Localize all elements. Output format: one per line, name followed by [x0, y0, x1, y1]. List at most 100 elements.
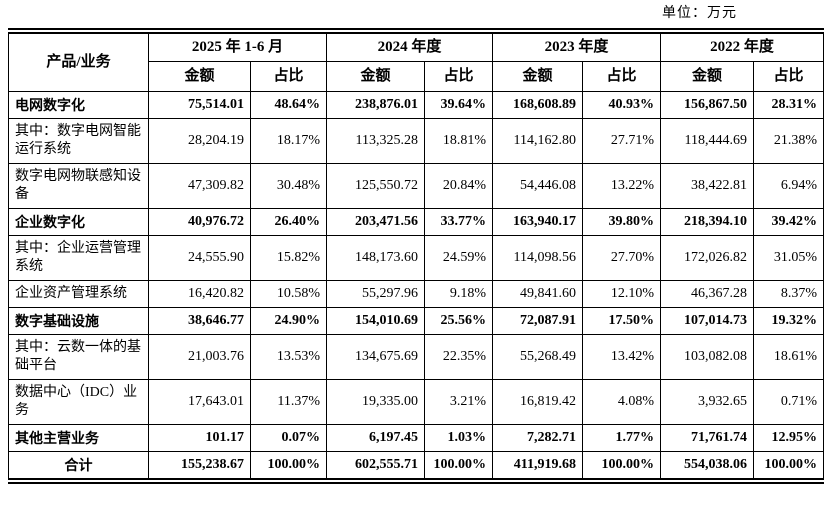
ratio-cell: 18.81%	[423, 117, 494, 164]
row-label: 其中：企业运营管理系统	[8, 234, 149, 281]
ratio-cell: 18.61%	[753, 333, 825, 380]
amount-cell: 55,297.96	[326, 279, 425, 308]
ratio-cell: 13.42%	[582, 333, 662, 380]
amount-header: 金额	[492, 60, 584, 92]
ratio-cell: 12.10%	[582, 279, 662, 308]
ratio-header: 占比	[582, 60, 662, 92]
period-header-2022: 2022 年度	[660, 30, 825, 62]
amount-cell: 49,841.60	[492, 279, 584, 308]
amount-cell: 38,646.77	[148, 306, 251, 335]
row-label: 其他主营业务	[8, 423, 149, 452]
ratio-header: 占比	[423, 60, 494, 92]
table-row: 数字基础设施 38,646.77 24.90% 154,010.69 25.56% 72,…	[8, 306, 825, 335]
ratio-cell: 15.82%	[250, 234, 327, 281]
amount-cell: 163,940.17	[492, 207, 584, 236]
ratio-cell: 48.64%	[250, 90, 327, 119]
ratio-cell: 8.37%	[753, 279, 825, 308]
ratio-cell: 22.35%	[423, 333, 494, 380]
ratio-cell: 19.32%	[753, 306, 825, 335]
amount-cell: 203,471.56	[326, 207, 425, 236]
amount-header: 金额	[660, 60, 755, 92]
ratio-cell: 39.64%	[423, 90, 494, 119]
amount-cell: 101.17	[148, 423, 251, 452]
amount-cell: 172,026.82	[660, 234, 755, 281]
amount-cell: 72,087.91	[492, 306, 584, 335]
table-row: 企业资产管理系统 16,420.82 10.58% 55,297.96 9.18% 49,…	[8, 279, 825, 308]
period-header-2024: 2024 年度	[325, 30, 494, 62]
ratio-cell: 4.08%	[582, 378, 662, 425]
ratio-cell: 13.53%	[250, 333, 327, 380]
ratio-cell: 39.42%	[753, 207, 825, 236]
amount-cell: 16,819.42	[492, 378, 584, 425]
ratio-cell: 24.90%	[250, 306, 327, 335]
ratio-cell: 1.77%	[582, 423, 662, 452]
row-label: 合计	[8, 450, 149, 481]
ratio-cell: 28.31%	[753, 90, 825, 119]
amount-cell: 54,446.08	[492, 162, 584, 209]
ratio-cell: 10.58%	[250, 279, 327, 308]
amount-cell: 554,038.06	[660, 450, 755, 481]
amount-cell: 24,555.90	[148, 234, 251, 281]
table-row: 数据中心（IDC）业务 17,643.01 11.37% 19,335.00 3.21%…	[8, 378, 825, 425]
ratio-cell: 18.17%	[250, 117, 327, 164]
amount-cell: 411,919.68	[492, 450, 584, 481]
ratio-cell: 100.00%	[753, 450, 825, 481]
amount-cell: 19,335.00	[326, 378, 425, 425]
row-label: 其中：数字电网智能运行系统	[8, 117, 149, 164]
ratio-header: 占比	[753, 60, 825, 92]
amount-cell: 134,675.69	[326, 333, 425, 380]
amount-cell: 47,309.82	[148, 162, 251, 209]
amount-cell: 114,162.80	[492, 117, 584, 164]
ratio-cell: 100.00%	[582, 450, 662, 481]
ratio-cell: 31.05%	[753, 234, 825, 281]
amount-cell: 118,444.69	[660, 117, 755, 164]
table-row: 其他主营业务 101.17 0.07% 6,197.45 1.03% 7,282.71 1.…	[8, 423, 825, 452]
ratio-cell: 33.77%	[423, 207, 494, 236]
ratio-cell: 12.95%	[753, 423, 825, 452]
table-row: 其中：数字电网智能运行系统 28,204.19 18.17% 113,325.28 18…	[8, 117, 825, 164]
unit-label: 单位：万元	[662, 6, 737, 21]
period-header-row: 产品/业务 2025 年 1-6 月 2024 年度 2023 年度 2022 …	[8, 30, 825, 92]
ratio-cell: 20.84%	[423, 162, 494, 209]
amount-cell: 154,010.69	[326, 306, 425, 335]
amount-cell: 168,608.89	[492, 90, 584, 119]
ratio-cell: 9.18%	[423, 279, 494, 308]
row-label: 数字电网物联感知设备	[8, 162, 149, 209]
amount-cell: 125,550.72	[326, 162, 425, 209]
amount-cell: 155,238.67	[148, 450, 251, 481]
ratio-cell: 40.93%	[582, 90, 662, 119]
table-row: 电网数字化 75,514.01 48.64% 238,876.01 39.64% 168,…	[8, 90, 825, 119]
amount-cell: 21,003.76	[148, 333, 251, 380]
ratio-cell: 24.59%	[423, 234, 494, 281]
amount-cell: 75,514.01	[148, 90, 251, 119]
row-label: 数字基础设施	[8, 306, 149, 335]
ratio-cell: 39.80%	[582, 207, 662, 236]
row-label: 企业资产管理系统	[8, 279, 149, 308]
amount-cell: 16,420.82	[148, 279, 251, 308]
amount-cell: 3,932.65	[660, 378, 755, 425]
row-label: 数据中心（IDC）业务	[8, 378, 149, 425]
table-header: 产品/业务 2025 年 1-6 月 2024 年度 2023 年度 2022 …	[8, 30, 825, 92]
amount-cell: 156,867.50	[660, 90, 755, 119]
amount-cell: 71,761.74	[660, 423, 755, 452]
revenue-breakdown-table: 产品/业务 2025 年 1-6 月 2024 年度 2023 年度 2022 …	[8, 28, 825, 484]
period-header-2023: 2023 年度	[492, 30, 662, 62]
ratio-cell: 100.00%	[423, 450, 494, 481]
ratio-cell: 1.03%	[423, 423, 494, 452]
ratio-cell: 30.48%	[250, 162, 327, 209]
amount-cell: 114,098.56	[492, 234, 584, 281]
amount-cell: 46,367.28	[660, 279, 755, 308]
amount-cell: 55,268.49	[492, 333, 584, 380]
ratio-cell: 27.70%	[582, 234, 662, 281]
ratio-cell: 21.38%	[753, 117, 825, 164]
ratio-cell: 100.00%	[250, 450, 327, 481]
ratio-cell: 13.22%	[582, 162, 662, 209]
amount-cell: 7,282.71	[492, 423, 584, 452]
amount-header: 金额	[326, 60, 425, 92]
amount-cell: 107,014.73	[660, 306, 755, 335]
ratio-cell: 3.21%	[423, 378, 494, 425]
ratio-cell: 0.71%	[753, 378, 825, 425]
amount-cell: 17,643.01	[148, 378, 251, 425]
table-row: 其中：云数一体的基础平台 21,003.76 13.53% 134,675.69 22.…	[8, 333, 825, 380]
amount-cell: 218,394.10	[660, 207, 755, 236]
